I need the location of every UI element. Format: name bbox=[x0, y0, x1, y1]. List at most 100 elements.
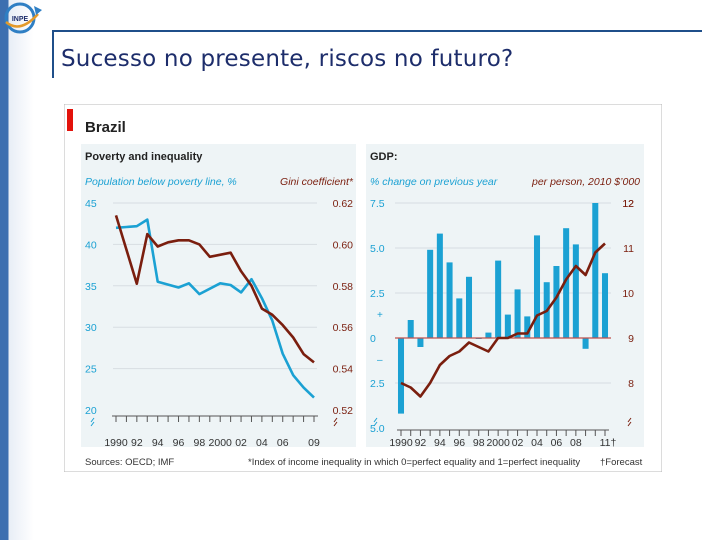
gdp-x-tick-label: 1990 bbox=[389, 437, 413, 449]
gdp-per-person-line bbox=[400, 242, 606, 398]
gdp-growth-bar bbox=[446, 262, 453, 338]
gdp-x-tick-label: 06 bbox=[551, 437, 563, 449]
gini-footnote: *Index of income inequality in which 0=p… bbox=[248, 457, 580, 468]
poverty-left-tick-label: 25 bbox=[85, 364, 97, 376]
gdp-growth-bar bbox=[456, 298, 463, 338]
poverty-right-tick-label: 0.62 bbox=[333, 198, 354, 210]
gdp-x-tick-label: 2000 bbox=[486, 437, 510, 449]
gdp-x-tick-label: 96 bbox=[453, 437, 465, 449]
gdp-growth-bar bbox=[504, 314, 511, 338]
gdp-growth-bar bbox=[601, 273, 609, 338]
gdp-left-tick-label: 5.0 bbox=[370, 423, 385, 435]
forecast-note: †Forecast bbox=[600, 457, 643, 468]
gdp-growth-bar bbox=[427, 249, 434, 338]
gdp-growth-bar bbox=[533, 235, 541, 338]
poverty-x-tick-label: 98 bbox=[194, 437, 206, 449]
poverty-right-tick-label: 0.52 bbox=[333, 405, 354, 417]
gdp-growth-bar bbox=[436, 233, 443, 338]
gdp-x-tick-label: 08 bbox=[570, 437, 582, 449]
gdp-growth-bar bbox=[514, 289, 521, 338]
gdp-growth-bar bbox=[524, 316, 531, 338]
axis-break-right bbox=[627, 417, 632, 427]
poverty-right-tick-label: 0.56 bbox=[333, 322, 354, 334]
inpe-logo: INPE bbox=[4, 2, 42, 34]
gdp-growth-bar bbox=[397, 338, 405, 414]
gdp-x-tick-label: 04 bbox=[531, 437, 543, 449]
poverty-x-tick-label: 06 bbox=[277, 437, 289, 449]
logo-text: INPE bbox=[12, 16, 29, 23]
poverty-left-axis-label: Population below poverty line, % bbox=[85, 176, 237, 188]
gdp-x-tick-label: 94 bbox=[434, 437, 446, 449]
poverty-right-tick-label: 0.58 bbox=[333, 281, 354, 293]
poverty-x-tick-label: 94 bbox=[152, 437, 164, 449]
gdp-growth-bar bbox=[563, 228, 570, 338]
axis-break-left bbox=[373, 417, 378, 427]
gdp-left-tick-label: 0 bbox=[370, 333, 376, 345]
poverty-x-tick-label: 04 bbox=[256, 437, 268, 449]
red-tab bbox=[67, 109, 73, 131]
axis-break-left bbox=[90, 417, 95, 427]
gdp-right-tick-label: 10 bbox=[622, 288, 634, 300]
gdp-growth-bar bbox=[572, 244, 579, 338]
poverty-right-tick-label: 0.60 bbox=[333, 239, 354, 251]
gdp-x-tick-label: 11† bbox=[600, 437, 617, 449]
gdp-right-tick-label: 8 bbox=[628, 378, 634, 390]
poverty-left-tick-label: 30 bbox=[85, 322, 97, 334]
poverty-left-tick-label: 35 bbox=[85, 281, 97, 293]
gdp-right-axis-label: per person, 2010 $’000 bbox=[531, 176, 640, 188]
poverty-x-tick-label: 09 bbox=[308, 437, 320, 449]
gini-line bbox=[114, 215, 315, 364]
title-divider-horizontal bbox=[52, 30, 702, 32]
poverty-panel: Poverty and inequality Population below … bbox=[81, 144, 356, 449]
poverty-right-ticks: 0.52 0.54 0.56 0.58 0.60 0.62 bbox=[333, 198, 354, 417]
title-divider-vertical bbox=[52, 30, 54, 78]
gdp-growth-bar bbox=[592, 203, 599, 338]
gdp-left-tick-label: 2.5 bbox=[370, 378, 385, 390]
poverty-x-axis: 1990 92 94 96 98 2000 02 04 06 09 bbox=[90, 415, 338, 449]
poverty-x-tick-label: 96 bbox=[173, 437, 185, 449]
gdp-growth-bar bbox=[417, 338, 424, 347]
gdp-right-tick-label: 12 bbox=[622, 198, 634, 210]
poverty-panel-bg bbox=[81, 144, 356, 447]
slide-title: Sucesso no presente, riscos no futuro? bbox=[61, 46, 514, 72]
poverty-series bbox=[114, 215, 315, 399]
gdp-growth-bar bbox=[495, 260, 502, 338]
poverty-left-tick-label: 45 bbox=[85, 198, 97, 210]
gdp-left-tick-label: 2.5 bbox=[370, 288, 385, 300]
gdp-series bbox=[395, 203, 611, 414]
gdp-left-axis-label: % change on previous year bbox=[370, 176, 498, 188]
gdp-x-tick-label: 02 bbox=[512, 437, 524, 449]
gdp-right-tick-label: 12 bbox=[622, 198, 634, 210]
poverty-left-ticks: 20 25 30 35 40 45 bbox=[85, 198, 97, 417]
gdp-left-tick-label: 5.0 bbox=[370, 243, 385, 255]
gdp-left-tick-label: 7.5 bbox=[370, 198, 385, 210]
poverty-right-tick-label: 0.54 bbox=[333, 364, 354, 376]
poverty-x-tick-label: 2000 bbox=[209, 437, 233, 449]
brazil-figure: Brazil Poverty and inequality Population… bbox=[64, 104, 662, 472]
poverty-left-tick-label: 20 bbox=[85, 405, 97, 417]
gdp-x-tick-label: 98 bbox=[473, 437, 485, 449]
poverty-x-tick-label: 92 bbox=[131, 437, 143, 449]
gdp-right-tick-label: 9 bbox=[628, 333, 634, 345]
axis-break-right bbox=[333, 417, 338, 427]
poverty-x-tick-label: 02 bbox=[235, 437, 247, 449]
gdp-growth-bar bbox=[485, 332, 492, 338]
gdp-growth-bar bbox=[407, 320, 414, 338]
gdp-left-ticks: 5.0 2.5 0 2.5 5.0 7.5 bbox=[370, 198, 385, 435]
gdp-right-tick-label: 11 bbox=[623, 243, 634, 255]
gdp-panel: GDP: % change on previous year per perso… bbox=[366, 144, 644, 449]
poverty-rate-line bbox=[115, 218, 315, 399]
poverty-right-axis-label: Gini coefficient* bbox=[280, 176, 354, 188]
sources-note: Sources: OECD; IMF bbox=[85, 457, 174, 468]
poverty-x-tick-label: 1990 bbox=[104, 437, 128, 449]
gdp-panel-title: GDP: bbox=[370, 151, 398, 163]
figure-title: Brazil bbox=[85, 119, 126, 136]
gdp-growth-bar bbox=[465, 276, 473, 338]
gdp-minus-sign: – bbox=[377, 355, 383, 366]
gdp-x-tick-label: 92 bbox=[415, 437, 427, 449]
poverty-left-tick-label: 40 bbox=[85, 239, 97, 251]
gdp-growth-bar bbox=[553, 266, 560, 338]
gdp-plus-sign: + bbox=[377, 310, 383, 321]
poverty-panel-title: Poverty and inequality bbox=[85, 151, 203, 163]
